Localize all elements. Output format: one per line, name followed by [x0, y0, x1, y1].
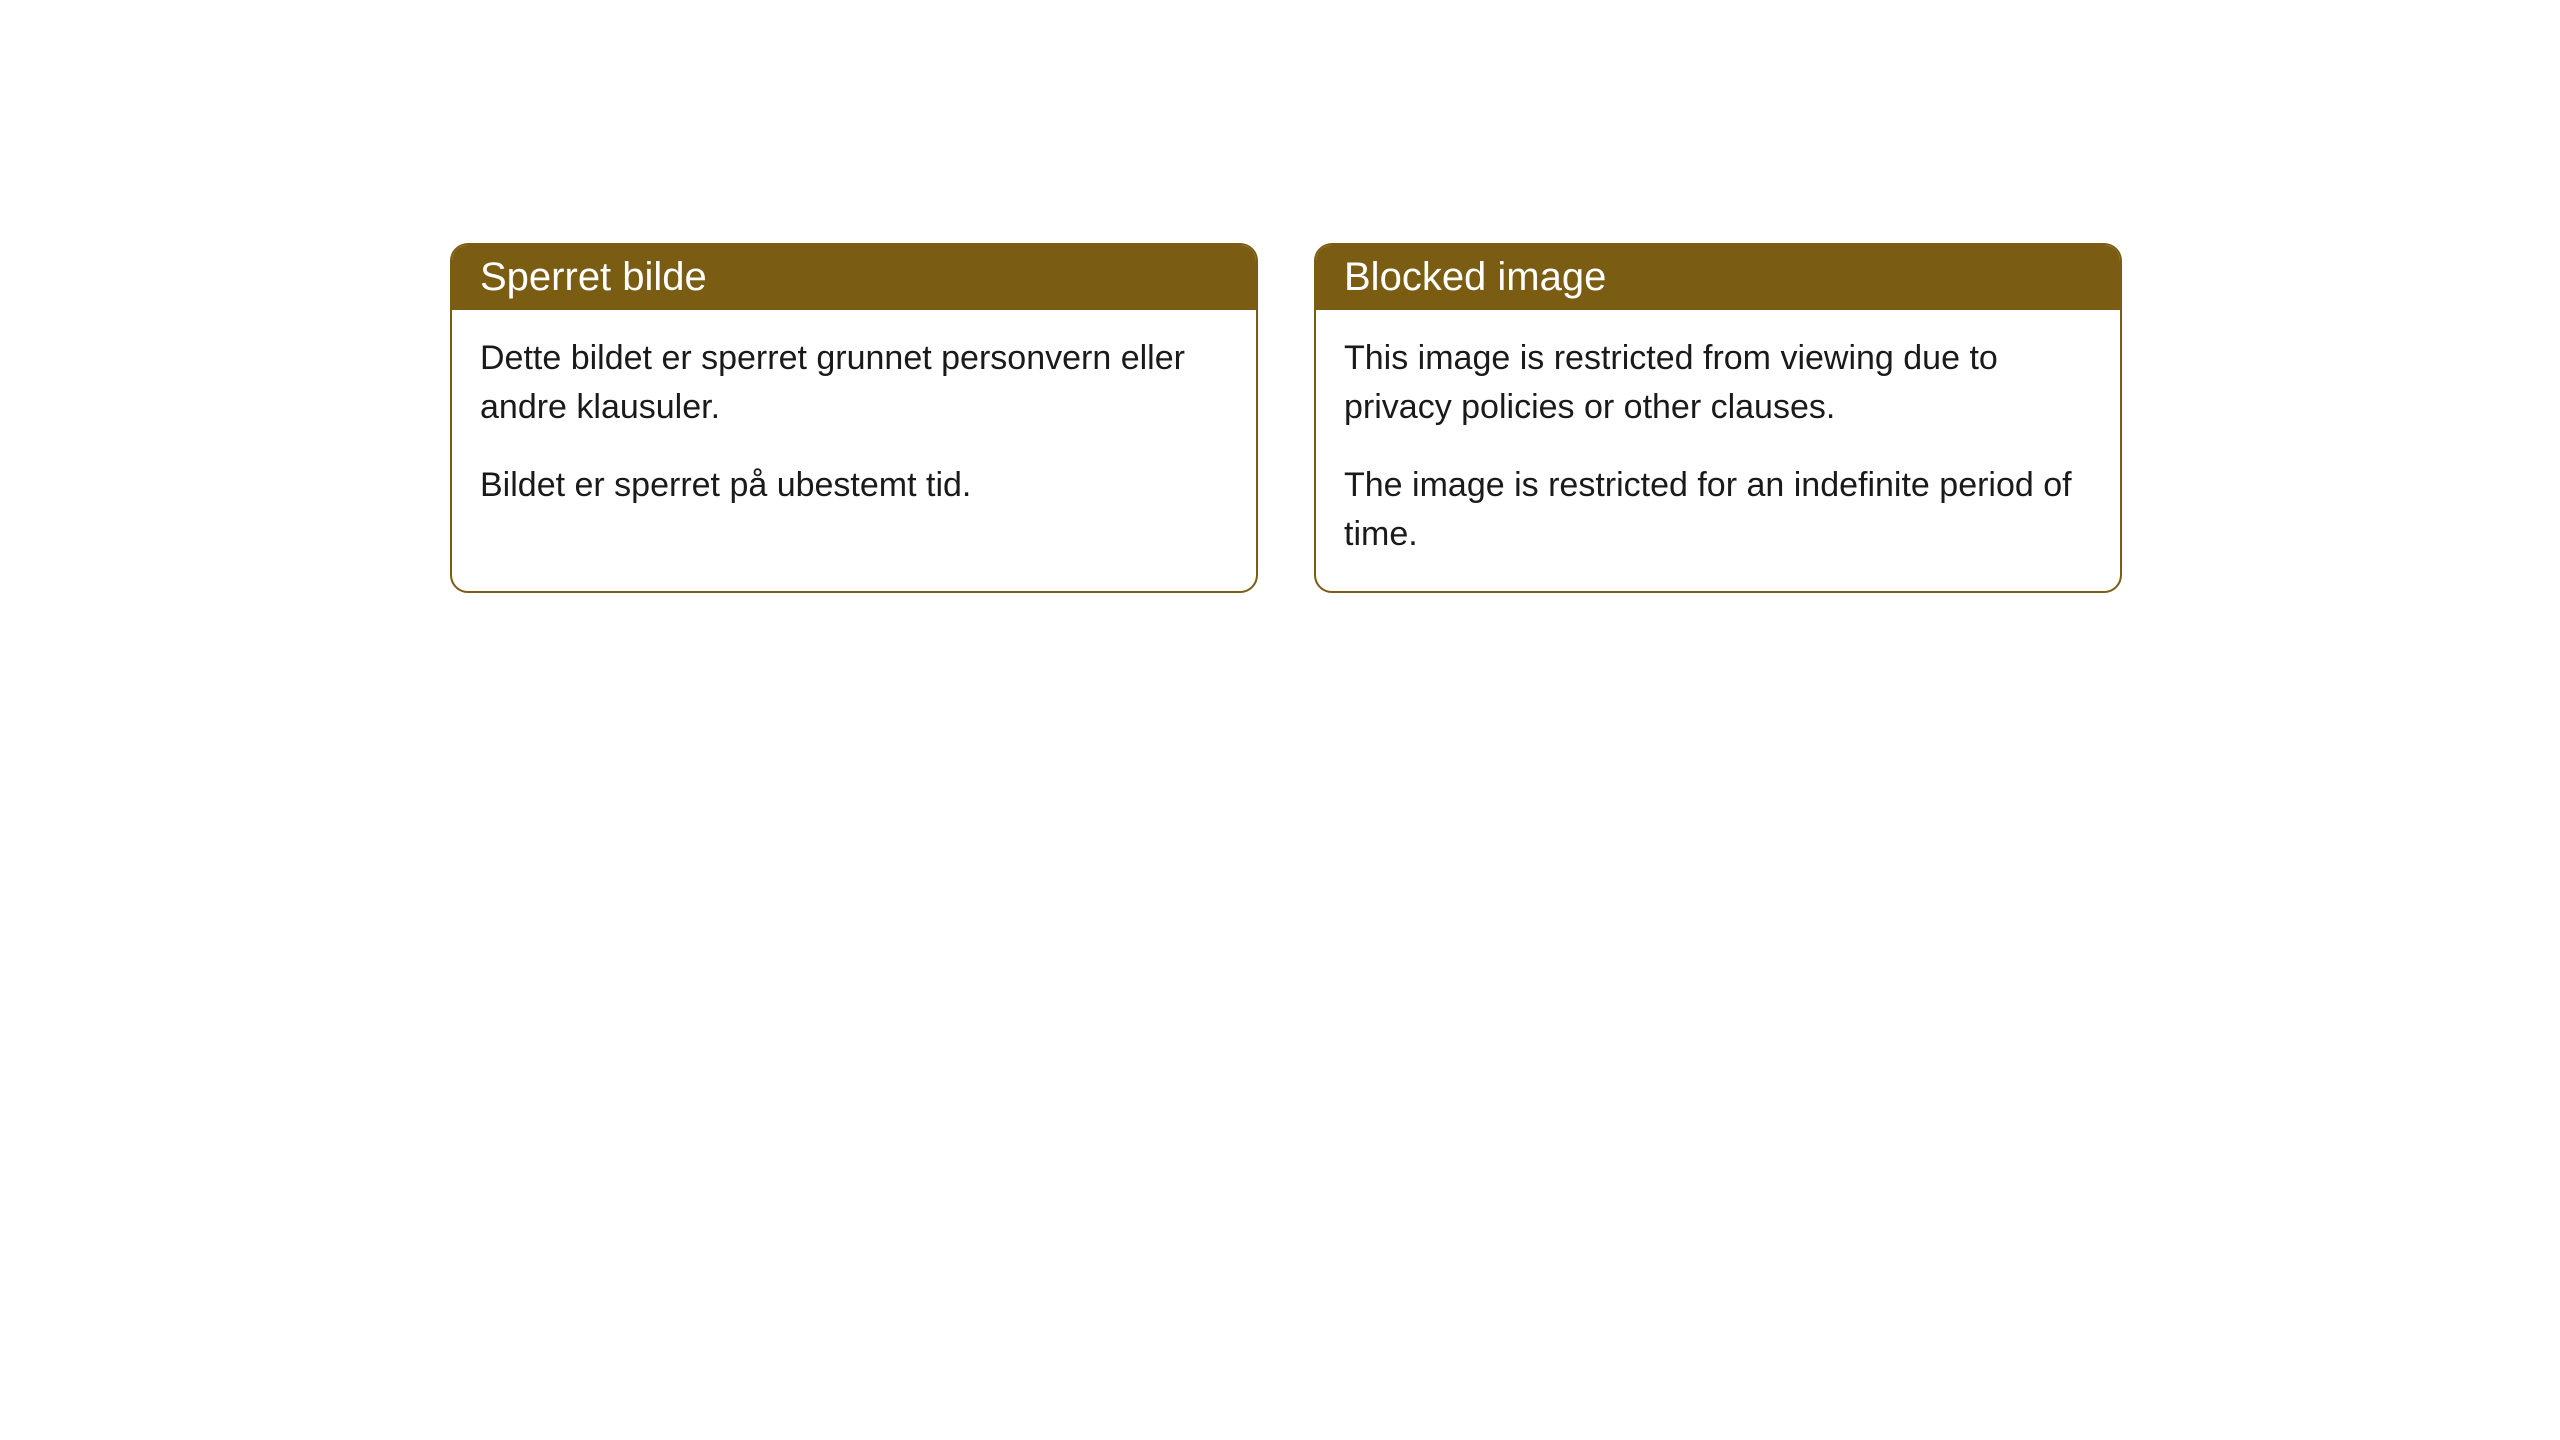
card-paragraph: Bildet er sperret på ubestemt tid. — [480, 461, 1228, 510]
card-paragraph: This image is restricted from viewing du… — [1344, 334, 2092, 433]
card-paragraph: The image is restricted for an indefinit… — [1344, 461, 2092, 560]
notice-card-english: Blocked image This image is restricted f… — [1314, 243, 2122, 593]
notice-card-norwegian: Sperret bilde Dette bildet er sperret gr… — [450, 243, 1258, 593]
card-body: Dette bildet er sperret grunnet personve… — [452, 310, 1256, 542]
card-paragraph: Dette bildet er sperret grunnet personve… — [480, 334, 1228, 433]
card-body: This image is restricted from viewing du… — [1316, 310, 2120, 591]
card-header: Sperret bilde — [452, 245, 1256, 310]
notice-cards-container: Sperret bilde Dette bildet er sperret gr… — [450, 243, 2122, 593]
card-title: Blocked image — [1344, 255, 1606, 299]
card-title: Sperret bilde — [480, 255, 707, 299]
card-header: Blocked image — [1316, 245, 2120, 310]
